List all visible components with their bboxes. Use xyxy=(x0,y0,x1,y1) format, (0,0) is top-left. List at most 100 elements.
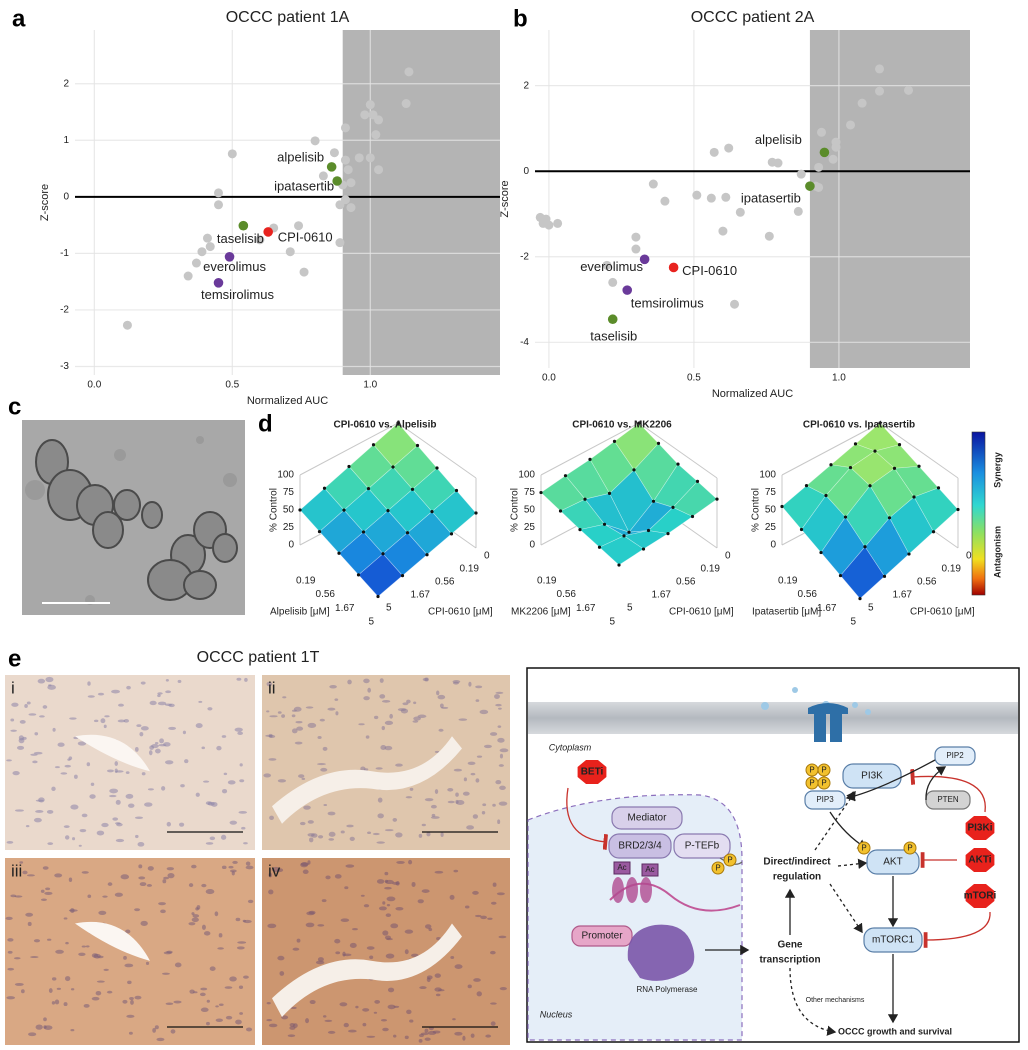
nucleus-stain xyxy=(149,700,157,706)
nucleus-stain xyxy=(201,924,206,930)
measurement-dot xyxy=(400,574,405,578)
nucleus-stain xyxy=(307,722,317,728)
nucleus-stain xyxy=(347,679,352,685)
point xyxy=(346,178,356,188)
point-label: everolimus xyxy=(203,259,266,274)
nucleus-stain xyxy=(157,692,163,695)
process-label: transcription xyxy=(759,955,820,966)
measurement-dot xyxy=(563,474,568,478)
nucleus-stain xyxy=(427,1030,437,1035)
nucleus-stain xyxy=(225,1015,233,1020)
nucleus-stain xyxy=(68,909,78,912)
nucleus-stain xyxy=(188,883,194,888)
point xyxy=(828,154,838,164)
highlighted-point xyxy=(263,227,273,237)
z-tick-label: 75 xyxy=(283,487,295,498)
nucleus-stain xyxy=(54,999,60,1005)
nucleus-stain xyxy=(473,978,481,982)
nucleus-stain xyxy=(308,837,314,843)
nucleus-stain xyxy=(199,992,206,997)
measurement-dot xyxy=(641,547,646,551)
nucleus-stain xyxy=(103,968,109,971)
phospho-label: P xyxy=(727,856,732,865)
nucleus-stain xyxy=(223,772,228,776)
y-axis-label: CPI-0610 [μM] xyxy=(428,607,493,618)
nucleus-stain xyxy=(367,831,372,835)
plot-title: CPI-0610 vs. MK2206 xyxy=(572,420,672,431)
point xyxy=(608,277,618,287)
nucleus-stain xyxy=(305,1018,310,1024)
highlighted-point xyxy=(639,254,650,265)
nucleus-stain xyxy=(144,802,153,807)
nucleus-stain xyxy=(6,759,12,762)
dose-tick-label: 1.67 xyxy=(652,590,672,601)
shaded-region xyxy=(342,30,500,375)
measurement-dot xyxy=(690,514,695,519)
phospho-group xyxy=(711,861,725,875)
measurement-dot xyxy=(410,487,415,491)
nucleus-stain xyxy=(81,813,88,818)
nucleus-stain xyxy=(266,681,273,687)
nucleus-stain xyxy=(138,864,143,869)
nucleus-stain xyxy=(395,763,403,767)
nucleus-stain xyxy=(495,691,504,694)
highlighted-point xyxy=(332,176,342,186)
nucleus-stain xyxy=(496,892,505,896)
nucleus-stain xyxy=(373,1011,378,1014)
nucleus-stain xyxy=(276,868,284,873)
point xyxy=(343,165,353,175)
nucleus-stain xyxy=(328,838,335,841)
z-axis-label: % Control xyxy=(751,488,762,532)
nucleus-stain xyxy=(499,753,504,759)
x-tick-label: 0.0 xyxy=(87,380,101,391)
measurement-dot xyxy=(882,574,887,578)
nucleus-stain xyxy=(130,999,134,1005)
nucleus-stain xyxy=(155,748,161,754)
nucleus-stain xyxy=(152,1027,156,1033)
nucleus-stain xyxy=(376,879,385,884)
nucleus-stain xyxy=(48,988,53,994)
nucleus-stain xyxy=(319,718,325,722)
nucleus-stain xyxy=(498,935,507,939)
measurement-dot xyxy=(819,550,823,555)
dose-tick-label: 1.67 xyxy=(893,590,913,601)
nucleus-stain xyxy=(182,730,187,735)
gland-lumen xyxy=(272,736,462,824)
nucleus-stain xyxy=(40,898,47,901)
point xyxy=(318,171,328,181)
nucleus-stain xyxy=(475,699,480,702)
nucleus-stain xyxy=(203,931,211,936)
debris xyxy=(25,480,45,500)
y-axis-label: Z-score xyxy=(499,180,511,217)
nucleus-stain xyxy=(490,950,496,955)
nucleus-stain xyxy=(174,962,182,968)
nucleus-stain xyxy=(72,837,76,841)
nucleus-stain xyxy=(290,1006,297,1010)
nucleus-stain xyxy=(363,678,370,684)
nucleus-stain xyxy=(387,1004,396,1010)
nucleus-stain xyxy=(335,951,341,955)
nucleus-stain xyxy=(384,871,389,876)
x-axis-label: Normalized AUC xyxy=(712,388,793,400)
nucleus-stain xyxy=(287,1034,296,1038)
nucleus-stain xyxy=(6,841,14,844)
x-tick-label: 1.0 xyxy=(832,373,846,384)
nucleus-stain xyxy=(289,1026,296,1030)
nucleus-stain xyxy=(165,690,172,694)
point xyxy=(793,206,803,216)
y-tick-label: -4 xyxy=(520,337,529,348)
nucleus-stain xyxy=(436,690,440,696)
nucleus-stain xyxy=(135,834,139,839)
nucleus-stain xyxy=(406,1009,412,1015)
nucleus-stain xyxy=(447,787,454,792)
nucleus-stain xyxy=(282,696,287,699)
nucleus-stain xyxy=(322,1015,327,1018)
nucleus-stain xyxy=(115,799,121,805)
nucleus-stain xyxy=(158,902,166,906)
nucleus-stain xyxy=(406,699,411,704)
dose-tick-label: 0.19 xyxy=(296,575,316,586)
nucleus-stain xyxy=(86,762,91,767)
dose-tick-label: 5 xyxy=(627,603,633,614)
point xyxy=(796,169,806,179)
nucleus-stain xyxy=(191,917,199,923)
